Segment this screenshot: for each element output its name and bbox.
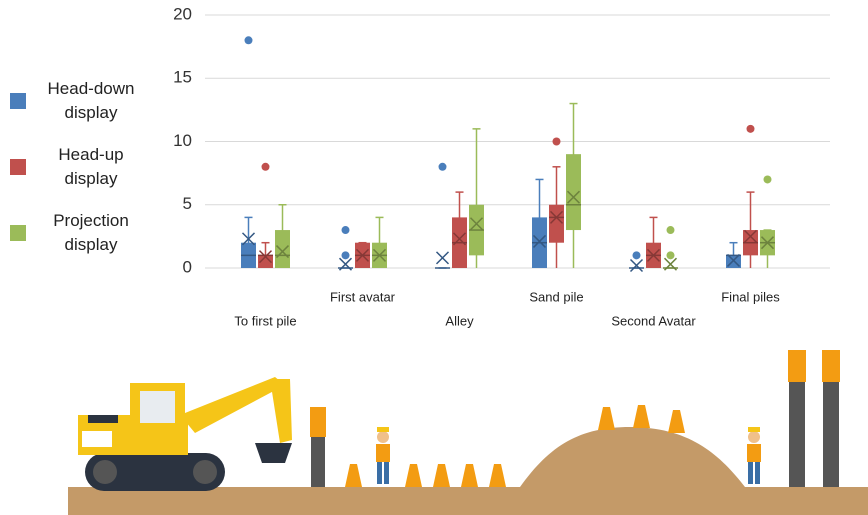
outlier	[244, 36, 253, 45]
mean-marker	[338, 257, 353, 271]
mean-marker	[435, 251, 450, 265]
outlier	[632, 251, 641, 260]
legend-swatch	[10, 93, 26, 109]
worker	[376, 427, 761, 484]
mean-marker	[760, 236, 775, 250]
mean-marker	[469, 217, 484, 231]
legend-item: Head-down display	[10, 68, 160, 134]
x-tick-label: Final piles	[721, 289, 780, 304]
box	[566, 154, 581, 231]
legend-label: Head-up display	[58, 145, 124, 188]
outlier	[666, 226, 675, 235]
mean-marker	[549, 210, 564, 224]
y-tick-label: 10	[173, 131, 192, 150]
cones	[345, 405, 685, 487]
outlier	[746, 124, 755, 133]
mean-marker	[355, 248, 370, 262]
mean-marker	[452, 232, 467, 246]
box	[549, 204, 564, 243]
legend: Head-down display Head-up display Projecti…	[10, 68, 160, 266]
mean-marker	[275, 245, 290, 259]
outlier	[261, 162, 270, 171]
x-tick-label: Second Avatar	[611, 313, 696, 328]
box	[275, 230, 290, 268]
mean-marker	[663, 257, 678, 271]
legend-swatch	[10, 159, 26, 175]
outlier	[763, 175, 772, 184]
chart: 0 5 10 15 20 To first pile First avatar Alley Sa…	[173, 4, 830, 328]
legend-label: Projection display	[53, 211, 129, 254]
legend-swatch	[10, 225, 26, 241]
outlier	[666, 251, 675, 260]
legend-item: Head-up display	[10, 134, 160, 200]
mean-marker	[726, 253, 741, 267]
illustration	[68, 350, 868, 515]
mean-marker	[646, 248, 661, 262]
x-tick-label: Sand pile	[529, 289, 583, 304]
legend-label: Head-down display	[47, 79, 135, 122]
mean-marker	[629, 258, 644, 273]
x-tick-label: Alley	[445, 313, 474, 328]
ground	[68, 487, 868, 515]
y-tick-label: 0	[183, 257, 192, 276]
outlier	[341, 226, 350, 235]
y-tick-label: 15	[173, 68, 192, 87]
mean-marker	[743, 229, 758, 243]
y-tick-label: 5	[183, 194, 192, 213]
sand-mound	[520, 427, 745, 487]
mean-marker	[532, 234, 547, 248]
mean-marker	[566, 190, 581, 204]
outlier	[438, 162, 447, 171]
pile	[310, 350, 840, 487]
box	[258, 255, 273, 268]
x-tick-label: To first pile	[234, 313, 296, 328]
y-tick-label: 20	[173, 4, 192, 23]
outlier	[552, 137, 561, 146]
excavator	[78, 377, 292, 491]
mean-marker	[258, 250, 273, 264]
x-tick-label: First avatar	[330, 289, 396, 304]
mean-marker	[241, 232, 256, 246]
legend-item: Projection display	[10, 200, 160, 266]
mean-marker	[372, 248, 387, 262]
outlier	[341, 251, 350, 260]
